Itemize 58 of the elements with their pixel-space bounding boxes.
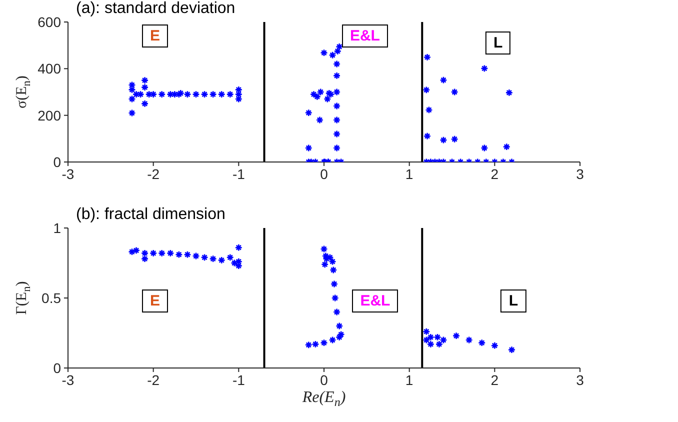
x-tick-label: -2 bbox=[147, 166, 160, 182]
chart-title: (a): standard deviation bbox=[76, 0, 236, 18]
point bbox=[166, 249, 174, 258]
y-tick-label: 600 bbox=[38, 14, 62, 30]
x-axis-title: Re(E$_{n}$) bbox=[301, 389, 346, 409]
point bbox=[426, 340, 435, 348]
x-tick-label: -3 bbox=[62, 372, 74, 388]
point bbox=[452, 332, 460, 340]
point bbox=[422, 328, 430, 336]
y-tick-label: 0 bbox=[53, 154, 62, 170]
point bbox=[200, 254, 208, 262]
y-tick-label: 0.5 bbox=[42, 290, 62, 306]
point bbox=[490, 342, 499, 350]
annotation: E bbox=[142, 24, 168, 48]
y-tick-label: 400 bbox=[38, 60, 62, 77]
x-tick-label: 3 bbox=[576, 372, 584, 388]
point bbox=[330, 280, 338, 288]
annotation: E&L bbox=[352, 289, 398, 312]
y-tick-label: 0 bbox=[53, 360, 62, 376]
point bbox=[209, 254, 217, 263]
point bbox=[435, 340, 444, 348]
point bbox=[465, 336, 473, 344]
x-tick-label: 1 bbox=[405, 372, 414, 388]
y-tick-label: 200 bbox=[38, 107, 62, 124]
point bbox=[158, 249, 166, 258]
point bbox=[332, 308, 341, 316]
x-tick-label: -3 bbox=[62, 166, 74, 182]
point bbox=[337, 330, 345, 338]
point bbox=[140, 249, 149, 258]
point bbox=[478, 338, 486, 347]
point bbox=[336, 322, 344, 330]
point bbox=[320, 245, 328, 253]
point bbox=[192, 252, 200, 260]
point bbox=[331, 294, 339, 302]
x-tick-label: 1 bbox=[405, 166, 414, 182]
point bbox=[140, 254, 149, 263]
chart-title: (b): fractal dimension bbox=[76, 206, 226, 224]
point bbox=[330, 266, 338, 274]
point bbox=[184, 250, 192, 258]
point bbox=[234, 244, 243, 252]
annotation: E&L bbox=[342, 24, 388, 48]
x-tick-label: 2 bbox=[490, 372, 499, 388]
annotation: E bbox=[142, 289, 168, 312]
x-tick-label: -1 bbox=[232, 166, 246, 182]
point bbox=[149, 249, 158, 258]
x-tick-label: -1 bbox=[232, 372, 246, 388]
point bbox=[175, 250, 183, 258]
point bbox=[326, 254, 334, 262]
annotation: L bbox=[500, 289, 526, 312]
x-tick-label: 3 bbox=[576, 166, 584, 182]
annotation: L bbox=[485, 32, 511, 54]
point bbox=[508, 346, 516, 354]
x-tick-label: -2 bbox=[147, 372, 160, 388]
x-tick-label: 2 bbox=[490, 166, 499, 182]
x-tick-label: 0 bbox=[320, 372, 328, 388]
y-tick-label: 1 bbox=[53, 220, 62, 236]
x-tick-label: 0 bbox=[320, 166, 328, 182]
point bbox=[132, 246, 140, 254]
